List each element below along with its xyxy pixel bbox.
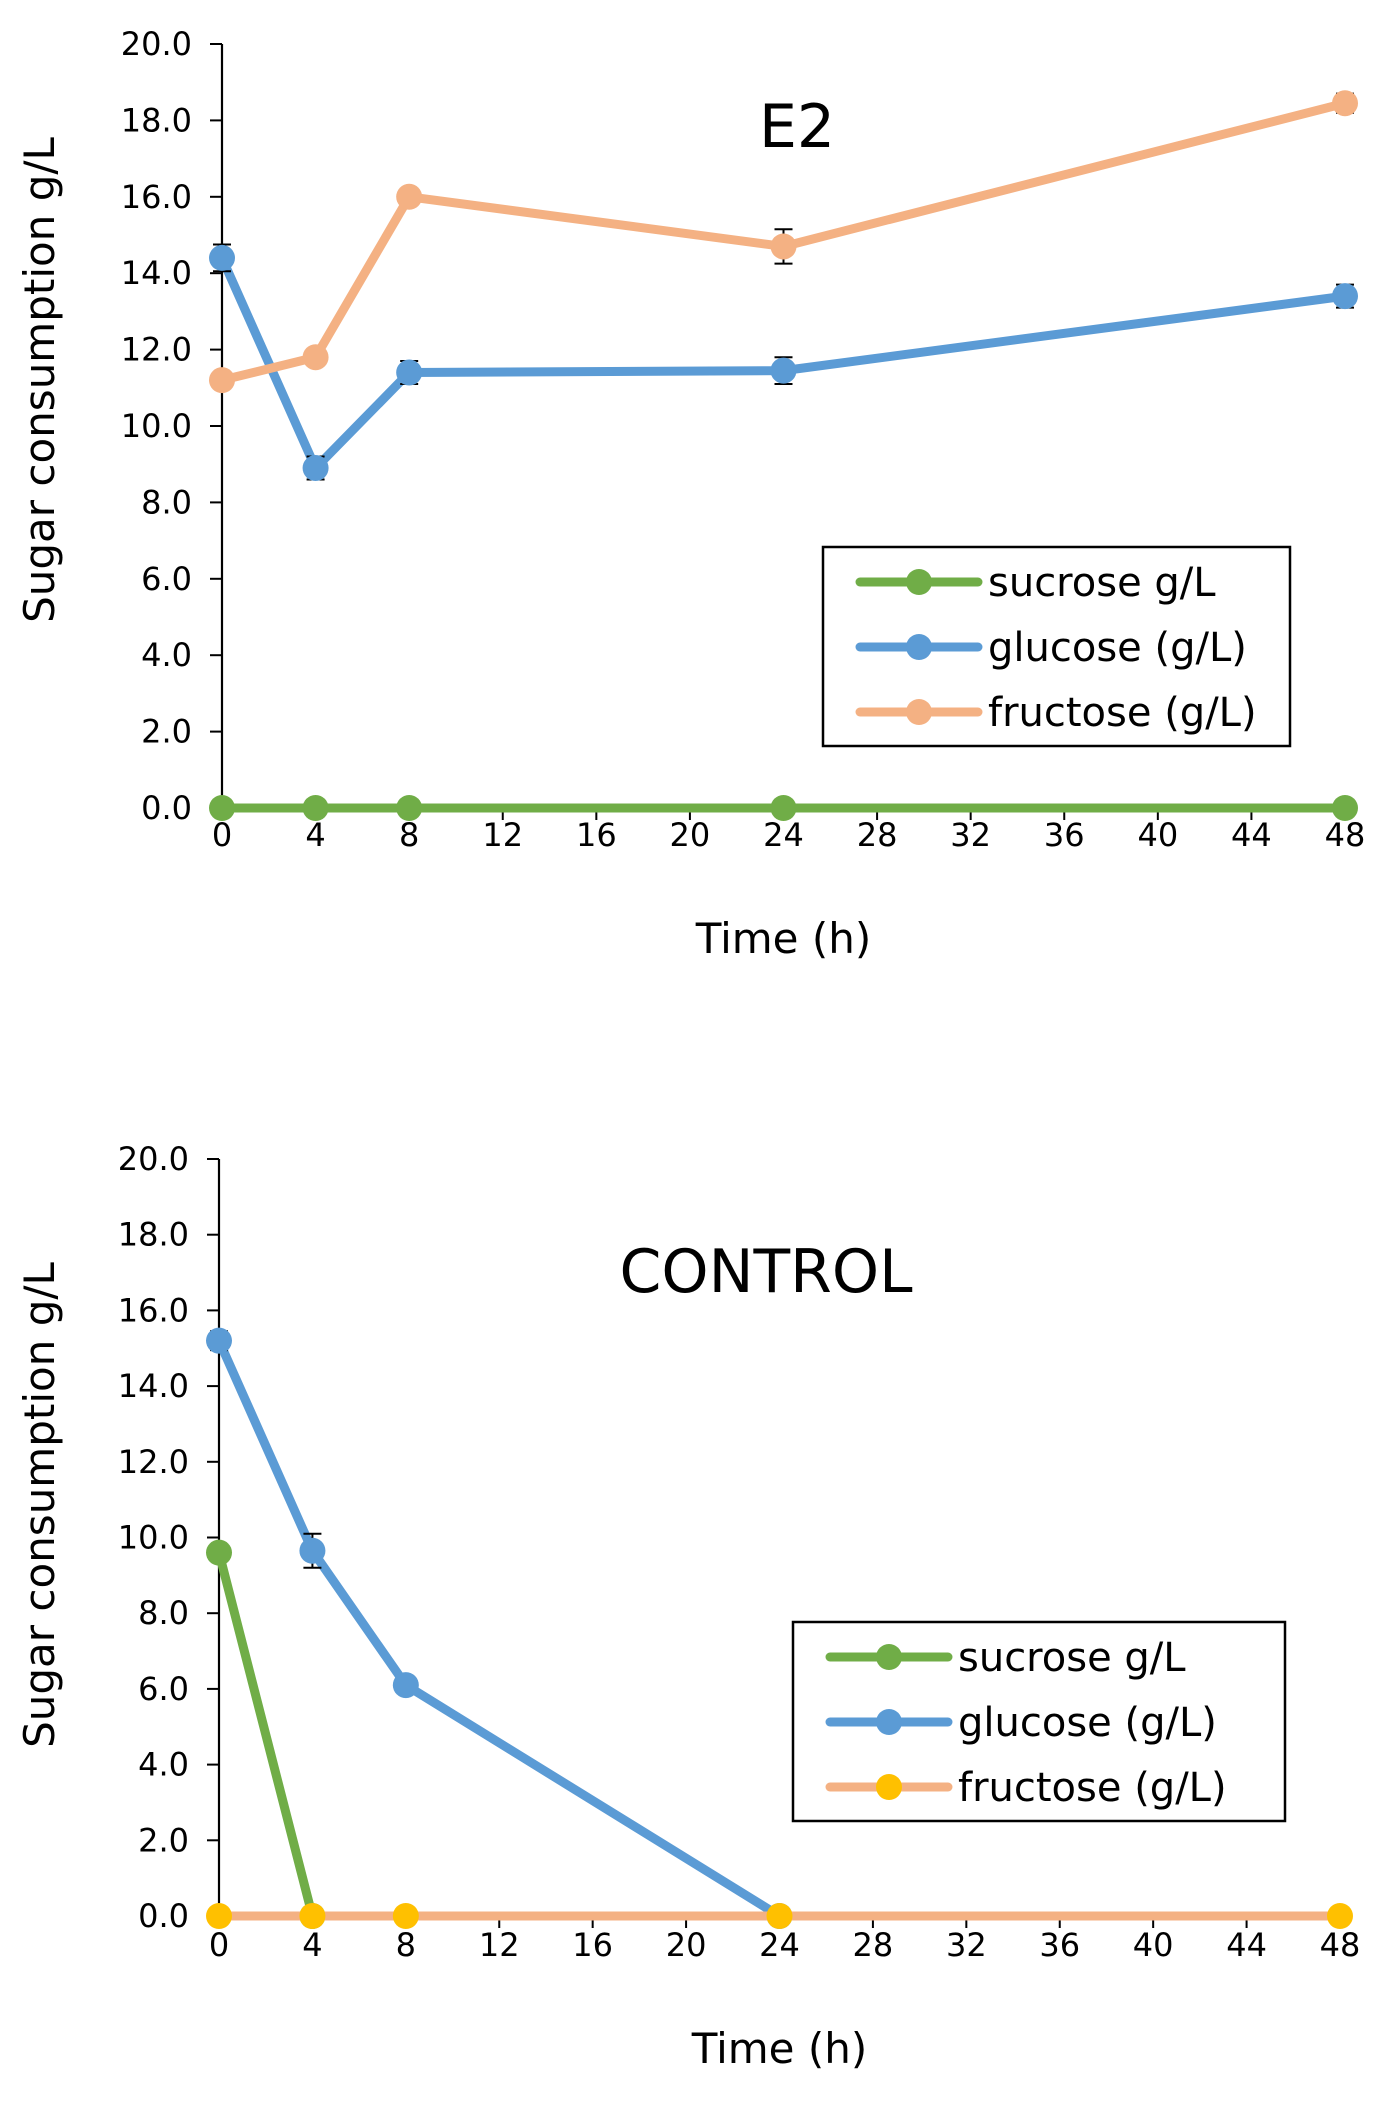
chart2-legend-label: sucrose g/L: [958, 1635, 1186, 1681]
chart1-series-sucrosegl-point: [209, 795, 235, 821]
chart1-series-glucosegl-point: [209, 244, 235, 271]
chart1-y-tick-label: 8.0: [141, 483, 192, 521]
chart1-series-fructosegl-point: [770, 233, 797, 260]
chart1-x-tick-label: 24: [763, 816, 804, 854]
chart1-y-tick-label: 18.0: [121, 101, 192, 139]
chart2-series-sucrosegl-line: [214, 1548, 317, 1921]
chart1-series-fructosegl-point: [209, 367, 235, 394]
chart1-y-tick-label: 10.0: [121, 407, 192, 445]
chart1-y-tick-label: 0.0: [141, 789, 192, 827]
chart2-x-tick-label: 20: [666, 1926, 707, 1964]
chart1-y-tick-label: 20.0: [121, 25, 192, 63]
chart2-series-fructosegl-point: [299, 1903, 326, 1929]
chart2-y-tick-label: 12.0: [118, 1443, 189, 1481]
chart1-x-axis-title: Time (h): [695, 914, 872, 963]
chart2-series-glucosegl-point: [299, 1537, 326, 1564]
chart1-y-tick-label: 4.0: [141, 636, 192, 674]
chart2-y-tick-label: 20.0: [118, 1140, 189, 1178]
chart1-series-sucrosegl-point: [770, 795, 797, 821]
chart2-series-glucosegl-line: [214, 1336, 784, 1921]
chart1-x-tick-label: 44: [1231, 816, 1272, 854]
chart1-x-tick-label: 28: [857, 816, 898, 854]
chart1-x-tick-label: 16: [576, 816, 617, 854]
chart1-x-tick-label: 8: [399, 816, 419, 854]
chart2-x-tick-label: 24: [759, 1926, 800, 1964]
chart2: 0.0 2.0 4.0 6.0 8.0 10.0 12.0 14.0 16.0 18.0 20.0 0…: [15, 1140, 1360, 2073]
chart1-x-tick-label: 4: [305, 816, 325, 854]
chart2-x-tick-label: 36: [1039, 1926, 1080, 1964]
chart2-y-tick-label: 4.0: [138, 1746, 189, 1784]
chart2-y-tick-label: 14.0: [118, 1367, 189, 1405]
chart2-title: CONTROL: [620, 1237, 914, 1307]
chart1-legend-swatch-marker: [906, 634, 932, 660]
chart1-legend-swatch-marker: [906, 699, 932, 725]
chart1-x-tick-label: 32: [950, 816, 991, 854]
chart1-x-tick-label: 0: [212, 816, 232, 854]
chart2-x-tick-label: 32: [946, 1926, 987, 1964]
chart2-x-tick-label: 40: [1133, 1926, 1174, 1964]
chart2-legend-label: fructose (g/L): [958, 1765, 1227, 1811]
chart2-y-tick-label: 18.0: [118, 1216, 189, 1254]
chart2-y-tick-label: 2.0: [138, 1821, 189, 1859]
chart2-legend-swatch-marker: [876, 1709, 902, 1735]
chart1-x-tick-label: 40: [1137, 816, 1178, 854]
chart1-legend-swatch-marker: [906, 569, 932, 595]
chart2-x-axis-title: Time (h): [691, 2024, 868, 2073]
chart1-series-fructosegl-point: [302, 344, 329, 371]
chart1-series-fructosegl-point: [396, 183, 423, 210]
chart1: 0.0 2.0 4.0 6.0 8.0 10.0 12.0 14.0 16.0 18.0 20.0 0…: [15, 25, 1365, 963]
chart2-y-tick-label: 16.0: [118, 1291, 189, 1329]
chart1-legend-label: sucrose g/L: [988, 560, 1216, 606]
chart2-series-glucosegl-point: [392, 1672, 419, 1699]
chart2-y-tick-label: 0.0: [138, 1897, 189, 1935]
chart1-legend-label: fructose (g/L): [988, 690, 1257, 736]
chart1-series-sucrosegl-point: [1332, 795, 1358, 821]
chart2-series-glucosegl-point: [206, 1327, 232, 1354]
chart1-title: E2: [759, 92, 835, 162]
chart2-x-tick-label: 28: [853, 1926, 894, 1964]
chart1-legend-label: glucose (g/L): [988, 625, 1247, 671]
chart2-x-tick-label: 8: [396, 1926, 416, 1964]
chart1-y-axis-title: Sugar consumption g/L: [15, 137, 64, 623]
chart1-x-tick-label: 20: [670, 816, 711, 854]
chart2-y-tick-label: 8.0: [138, 1594, 189, 1632]
chart2-x-tick-label: 48: [1320, 1926, 1361, 1964]
chart1-series-sucrosegl-point: [396, 795, 423, 821]
chart2-series-fructosegl-point: [1327, 1903, 1353, 1929]
chart1-y-tick-label: 2.0: [141, 713, 192, 751]
chart1-series-sucrosegl-point: [302, 795, 329, 821]
chart2-series-sucrosegl-point: [206, 1539, 232, 1566]
chart1-y-tick-label: 16.0: [121, 178, 192, 216]
chart2-series-fructosegl-point: [392, 1903, 419, 1929]
chart2-series-fructosegl-point: [206, 1903, 232, 1929]
chart2-y-axis-title: Sugar consumption g/L: [15, 1262, 64, 1748]
chart1-series-glucosegl-point: [1332, 283, 1358, 310]
chart1-x-tick-label: 48: [1325, 816, 1366, 854]
chart2-x-tick-label: 16: [572, 1926, 613, 1964]
chart2-x-tick-label: 44: [1226, 1926, 1267, 1964]
chart1-series-glucosegl-point: [302, 455, 329, 482]
chart1-series-glucosegl-point: [396, 359, 423, 386]
chart2-legend-label: glucose (g/L): [958, 1700, 1217, 1746]
chart2-y-tick-label: 6.0: [138, 1670, 189, 1708]
chart1-y-tick-label: 6.0: [141, 560, 192, 598]
chart2-x-tick-label: 12: [479, 1926, 520, 1964]
chart1-y-tick-label: 12.0: [121, 331, 192, 369]
chart2-y-tick-label: 10.0: [118, 1519, 189, 1557]
chart1-x-tick-label: 36: [1044, 816, 1085, 854]
chart2-x-tick-label: 0: [209, 1926, 229, 1964]
chart1-x-tick-label: 12: [482, 816, 523, 854]
chart2-series-fructosegl-point: [766, 1903, 793, 1929]
chart1-series-fructosegl-point: [1332, 90, 1358, 117]
chart2-x-tick-label: 4: [302, 1926, 322, 1964]
chart1-y-tick-label: 14.0: [121, 254, 192, 292]
chart2-legend-swatch-marker: [876, 1774, 902, 1800]
chart2-legend-swatch-marker: [876, 1644, 902, 1670]
chart1-series-glucosegl-point: [770, 357, 797, 384]
